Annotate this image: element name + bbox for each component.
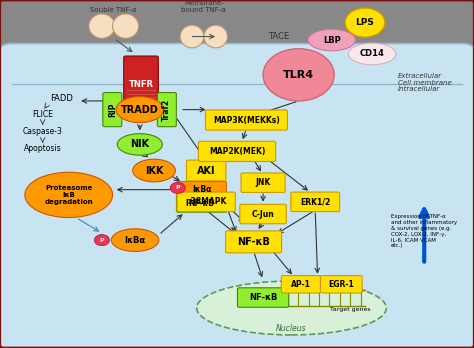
Circle shape — [345, 8, 385, 37]
Text: AP-1: AP-1 — [291, 280, 311, 289]
FancyBboxPatch shape — [240, 204, 286, 224]
FancyBboxPatch shape — [124, 56, 158, 113]
FancyBboxPatch shape — [176, 182, 227, 198]
FancyBboxPatch shape — [177, 192, 235, 212]
Text: TRADD: TRADD — [121, 105, 159, 114]
Ellipse shape — [116, 96, 164, 122]
Ellipse shape — [133, 159, 175, 182]
Text: NIK: NIK — [130, 140, 149, 149]
Text: TLR4: TLR4 — [283, 70, 314, 80]
Text: FADD: FADD — [50, 94, 73, 103]
Text: P: P — [175, 185, 180, 190]
Text: CD14: CD14 — [360, 49, 384, 58]
Ellipse shape — [197, 281, 386, 335]
Text: LBP: LBP — [323, 35, 341, 45]
Text: IκBα: IκBα — [125, 236, 146, 245]
Circle shape — [170, 182, 185, 193]
FancyBboxPatch shape — [176, 196, 227, 212]
Text: IKK: IKK — [145, 166, 164, 175]
Text: Caspase-3: Caspase-3 — [23, 127, 63, 136]
FancyBboxPatch shape — [291, 192, 339, 212]
Text: ERK1/2: ERK1/2 — [300, 197, 330, 206]
FancyBboxPatch shape — [241, 173, 285, 192]
FancyBboxPatch shape — [205, 110, 287, 130]
Text: Intracellular: Intracellular — [398, 86, 440, 92]
Text: NF-κB: NF-κB — [189, 199, 214, 208]
FancyBboxPatch shape — [0, 44, 474, 348]
Ellipse shape — [348, 43, 396, 65]
Circle shape — [94, 235, 109, 246]
Text: Proteasome
IκB
degradation: Proteasome IκB degradation — [45, 185, 93, 205]
Text: FLICE: FLICE — [32, 110, 53, 119]
Text: NF-κB: NF-κB — [249, 293, 277, 302]
Ellipse shape — [204, 25, 228, 48]
Text: Souble TNF-α: Souble TNF-α — [91, 7, 137, 13]
Text: Cell membrane: Cell membrane — [398, 80, 452, 86]
Circle shape — [263, 49, 334, 101]
Text: RIP: RIP — [108, 102, 117, 117]
Text: Membrane-
bound TNF-α: Membrane- bound TNF-α — [182, 0, 226, 13]
Text: Extracellular: Extracellular — [398, 73, 442, 79]
Text: C-Jun: C-Jun — [252, 209, 274, 219]
FancyBboxPatch shape — [186, 160, 226, 181]
FancyBboxPatch shape — [157, 93, 176, 127]
Text: Nucleus: Nucleus — [276, 324, 307, 333]
Text: NF-κB: NF-κB — [237, 237, 270, 247]
Text: MAP3K(MEKKs): MAP3K(MEKKs) — [213, 116, 280, 125]
Text: Target genes: Target genes — [330, 308, 371, 313]
Text: Apoptosis: Apoptosis — [24, 144, 62, 153]
FancyBboxPatch shape — [226, 231, 282, 253]
Text: TNFR: TNFR — [129, 80, 154, 89]
Ellipse shape — [89, 14, 115, 38]
Text: MAP2K(MEK): MAP2K(MEK) — [209, 147, 265, 156]
Text: AKI: AKI — [197, 166, 216, 175]
FancyBboxPatch shape — [282, 276, 320, 293]
Ellipse shape — [117, 134, 162, 155]
Ellipse shape — [180, 25, 204, 48]
Text: P: P — [100, 238, 104, 243]
Text: JNK: JNK — [255, 178, 271, 187]
Text: Traf2: Traf2 — [163, 98, 171, 121]
Text: p38MAPK: p38MAPK — [185, 197, 227, 206]
Text: LPS: LPS — [356, 18, 374, 27]
Text: IκBα: IκBα — [192, 185, 211, 194]
FancyBboxPatch shape — [237, 288, 289, 307]
Ellipse shape — [111, 229, 159, 251]
Text: TACE: TACE — [268, 32, 289, 41]
Text: ✂: ✂ — [242, 32, 251, 41]
Ellipse shape — [308, 29, 356, 51]
Ellipse shape — [25, 172, 112, 218]
FancyBboxPatch shape — [103, 93, 122, 127]
Ellipse shape — [112, 14, 138, 38]
Text: Expression of TNF-α
and other inflammatory
& survival genes (e.g.
COX-2, LOX-2, : Expression of TNF-α and other inflammato… — [391, 214, 457, 248]
FancyBboxPatch shape — [320, 276, 362, 293]
Text: EGR-1: EGR-1 — [328, 280, 354, 289]
FancyBboxPatch shape — [198, 141, 276, 161]
